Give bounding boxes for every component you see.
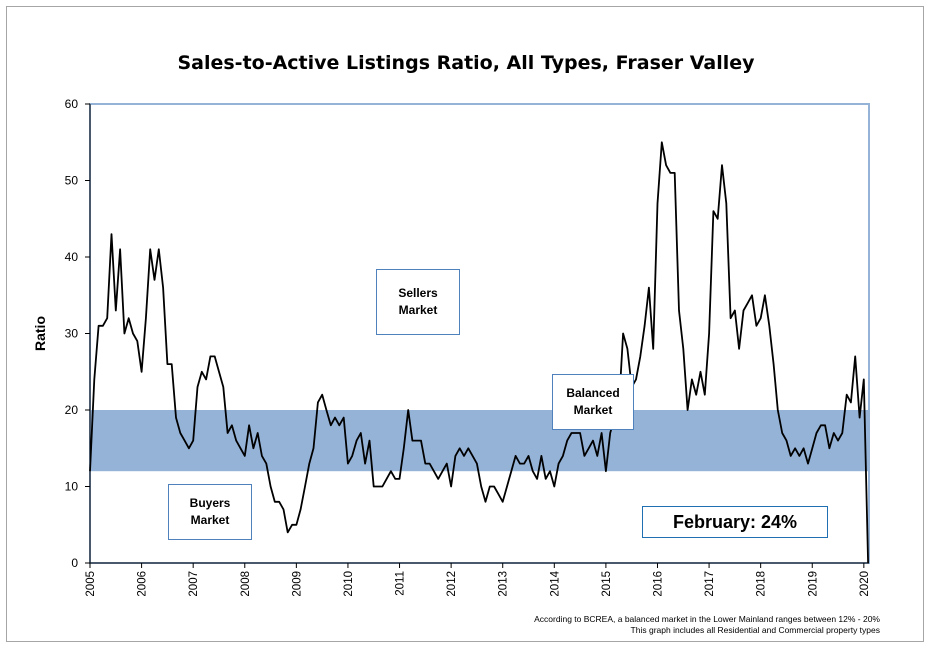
x-tick-label: 2014	[549, 570, 561, 596]
y-tick-label: 50	[65, 174, 79, 188]
footnote-balanced-range: According to BCREA, a balanced market in…	[534, 614, 880, 624]
y-tick-label: 20	[65, 403, 79, 417]
x-tick-label: 2010	[343, 571, 355, 597]
y-tick-label: 10	[65, 480, 79, 494]
balanced-market-label: Balanced Market	[552, 374, 634, 430]
x-tick-label: 2008	[240, 571, 252, 597]
balanced-market-band	[90, 410, 869, 472]
y-axis-label: Ratio	[32, 316, 48, 351]
y-tick-label: 0	[71, 556, 78, 570]
buyers-market-label: Buyers Market	[168, 484, 252, 540]
x-tick-label: 2009	[291, 571, 303, 597]
current-value-callout: February: 24%	[642, 506, 828, 538]
x-tick-label: 2015	[601, 571, 613, 597]
y-tick-label: 60	[65, 97, 79, 111]
x-tick-label: 2018	[756, 571, 768, 597]
x-tick-label: 2011	[395, 571, 407, 596]
ratio-series-line	[89, 141, 869, 564]
footnote-property-types: This graph includes all Residential and …	[630, 625, 880, 635]
x-tick-label: 2017	[704, 571, 716, 597]
x-tick-label: 2005	[85, 571, 97, 597]
y-tick-label: 40	[65, 250, 79, 264]
y-tick-label: 30	[65, 327, 79, 341]
x-tick-label: 2020	[859, 571, 871, 597]
x-tick-label: 2016	[652, 571, 664, 597]
x-tick-label: 2012	[446, 571, 458, 597]
sellers-market-label: Sellers Market	[376, 269, 460, 335]
chart-title: Sales-to-Active Listings Ratio, All Type…	[177, 52, 755, 74]
x-tick-label: 2006	[137, 571, 149, 597]
x-tick-label: 2019	[807, 571, 819, 597]
x-tick-label: 2013	[498, 571, 510, 597]
x-tick-label: 2007	[188, 571, 200, 597]
